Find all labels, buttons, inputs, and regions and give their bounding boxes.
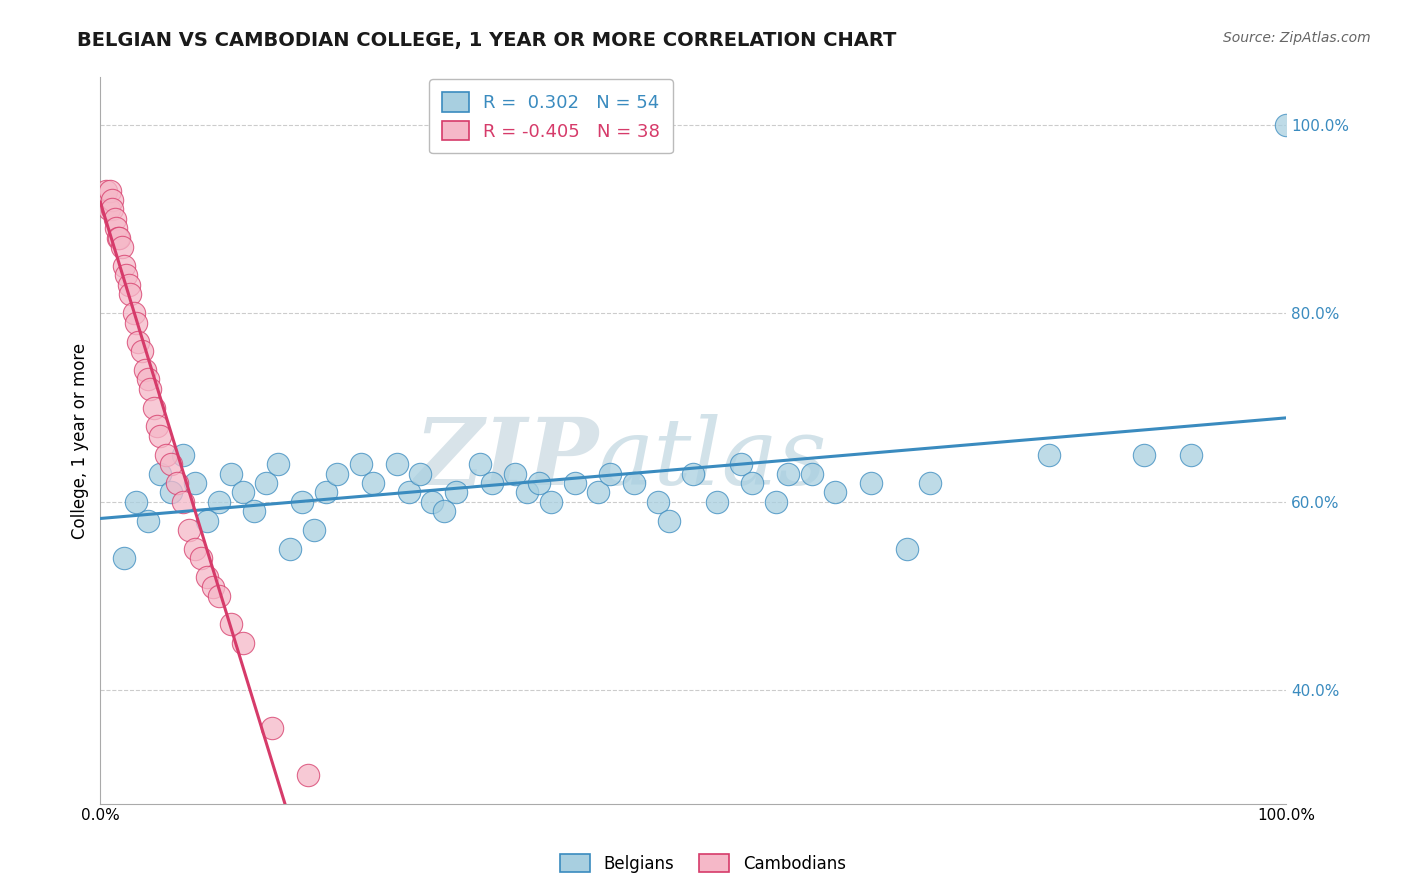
Point [112,551,135,566]
Point [730,457,752,471]
Point [184,541,207,556]
Point [104,221,127,235]
Point [136,372,159,386]
Point [291,495,314,509]
Point [765,495,787,509]
Point [350,457,373,471]
Point [208,495,231,509]
Point [315,485,337,500]
Point [398,485,420,500]
Text: ZIP: ZIP [413,414,599,504]
Point [219,617,242,632]
Point [97,202,120,217]
Point [1275,118,1298,132]
Point [149,429,172,443]
Text: atlas: atlas [599,414,828,504]
Point [1180,448,1202,462]
Point [127,334,149,349]
Point [254,475,277,490]
Point [444,485,467,500]
Point [896,541,918,556]
Point [468,457,491,471]
Point [505,467,527,481]
Point [859,475,882,490]
Point [647,495,669,509]
Point [385,457,408,471]
Point [131,343,153,358]
Point [160,485,183,500]
Point [741,475,763,490]
Point [682,467,704,481]
Text: BELGIAN VS CAMBODIAN COLLEGE, 1 YEAR OR MORE CORRELATION CHART: BELGIAN VS CAMBODIAN COLLEGE, 1 YEAR OR … [77,31,897,50]
Point [564,475,586,490]
Point [125,495,148,509]
Point [201,580,224,594]
Point [706,495,728,509]
Point [920,475,942,490]
Point [599,467,621,481]
Point [243,504,266,518]
Point [118,277,141,292]
Point [232,485,254,500]
Point [184,475,207,490]
Point [409,467,432,481]
Point [98,184,121,198]
Legend: R =  0.302   N = 54, R = -0.405   N = 38: R = 0.302 N = 54, R = -0.405 N = 38 [429,79,672,153]
Point [232,636,254,650]
Point [516,485,538,500]
Point [136,514,159,528]
Point [142,401,165,415]
Point [190,551,212,566]
Point [433,504,456,518]
Point [139,382,162,396]
Point [195,570,218,584]
Point [101,193,124,207]
Point [588,485,610,500]
Point [103,211,125,226]
Point [1038,448,1060,462]
Point [112,259,135,273]
Text: Source: ZipAtlas.com: Source: ZipAtlas.com [1223,31,1371,45]
Point [172,448,194,462]
Point [800,467,823,481]
Point [146,419,169,434]
Point [824,485,846,500]
Point [115,268,138,283]
Point [172,495,194,509]
Point [122,306,145,320]
Point [108,231,131,245]
Point [208,589,231,603]
Point [623,475,645,490]
Point [1132,448,1154,462]
Point [776,467,799,481]
Point [107,231,129,245]
Point [297,768,319,782]
Point [101,202,124,217]
Point [149,467,172,481]
Point [420,495,443,509]
Legend: Belgians, Cambodians: Belgians, Cambodians [554,847,852,880]
Point [540,495,562,509]
Point [219,467,242,481]
Point [302,523,325,537]
Point [96,184,118,198]
Point [262,721,284,735]
Point [134,363,156,377]
Point [195,514,218,528]
Point [267,457,290,471]
Y-axis label: College, 1 year or more: College, 1 year or more [72,343,89,539]
Point [278,541,301,556]
Point [166,475,188,490]
Point [155,448,177,462]
Point [125,316,148,330]
Point [658,514,681,528]
Point [326,467,349,481]
Point [361,475,384,490]
Point [111,240,134,254]
Point [527,475,550,490]
Point [160,457,183,471]
Point [481,475,503,490]
Point [179,523,201,537]
Point [118,287,141,301]
